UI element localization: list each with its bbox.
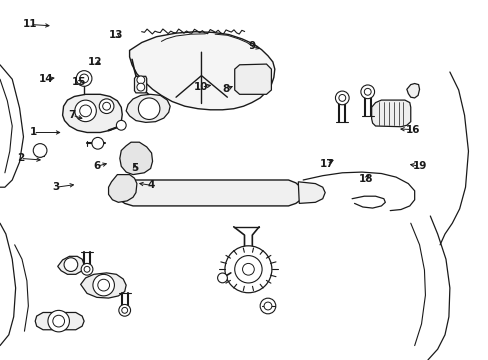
- Text: 15: 15: [72, 77, 86, 87]
- Text: 1: 1: [30, 127, 37, 138]
- Circle shape: [48, 310, 69, 332]
- Circle shape: [360, 85, 374, 99]
- Text: 9: 9: [248, 41, 255, 51]
- Circle shape: [80, 74, 88, 83]
- Circle shape: [234, 256, 262, 283]
- Polygon shape: [108, 175, 137, 202]
- Polygon shape: [234, 64, 271, 94]
- Polygon shape: [62, 94, 122, 132]
- Circle shape: [122, 307, 127, 313]
- Polygon shape: [371, 100, 410, 127]
- Polygon shape: [120, 142, 152, 175]
- Circle shape: [260, 298, 275, 314]
- Circle shape: [217, 273, 227, 283]
- Text: 7: 7: [68, 110, 76, 120]
- Polygon shape: [117, 180, 302, 206]
- Polygon shape: [298, 182, 325, 203]
- Circle shape: [116, 120, 126, 130]
- Circle shape: [137, 83, 144, 91]
- Polygon shape: [134, 76, 146, 93]
- Text: 2: 2: [17, 153, 24, 163]
- Polygon shape: [81, 273, 126, 298]
- Circle shape: [364, 88, 370, 95]
- Text: 11: 11: [23, 19, 38, 30]
- Circle shape: [93, 274, 114, 296]
- Circle shape: [64, 258, 78, 271]
- Text: 6: 6: [93, 161, 100, 171]
- Text: 10: 10: [194, 82, 208, 92]
- Polygon shape: [35, 312, 84, 330]
- Circle shape: [81, 264, 93, 275]
- Polygon shape: [406, 84, 419, 98]
- Circle shape: [80, 105, 91, 117]
- Text: 5: 5: [131, 163, 138, 174]
- Text: 19: 19: [411, 161, 426, 171]
- Text: 4: 4: [147, 180, 155, 190]
- Polygon shape: [126, 94, 170, 122]
- Text: 16: 16: [405, 125, 420, 135]
- Circle shape: [102, 102, 110, 110]
- Polygon shape: [129, 32, 274, 110]
- Text: 8: 8: [222, 84, 229, 94]
- Text: 18: 18: [358, 174, 372, 184]
- Circle shape: [75, 100, 96, 122]
- Circle shape: [224, 246, 271, 293]
- Circle shape: [84, 266, 90, 272]
- Circle shape: [137, 76, 144, 84]
- Circle shape: [99, 99, 114, 113]
- Circle shape: [338, 94, 345, 102]
- Text: 3: 3: [53, 182, 60, 192]
- Circle shape: [264, 302, 271, 310]
- Circle shape: [33, 144, 47, 157]
- Text: 14: 14: [39, 74, 54, 84]
- Circle shape: [242, 264, 254, 275]
- Polygon shape: [58, 256, 84, 274]
- Circle shape: [138, 98, 160, 120]
- Circle shape: [119, 305, 130, 316]
- Circle shape: [76, 71, 92, 86]
- Circle shape: [53, 315, 64, 327]
- Circle shape: [98, 279, 109, 291]
- Text: 12: 12: [88, 57, 102, 67]
- Circle shape: [92, 138, 103, 149]
- Circle shape: [335, 91, 348, 105]
- Text: 17: 17: [319, 159, 333, 169]
- Text: 13: 13: [109, 30, 123, 40]
